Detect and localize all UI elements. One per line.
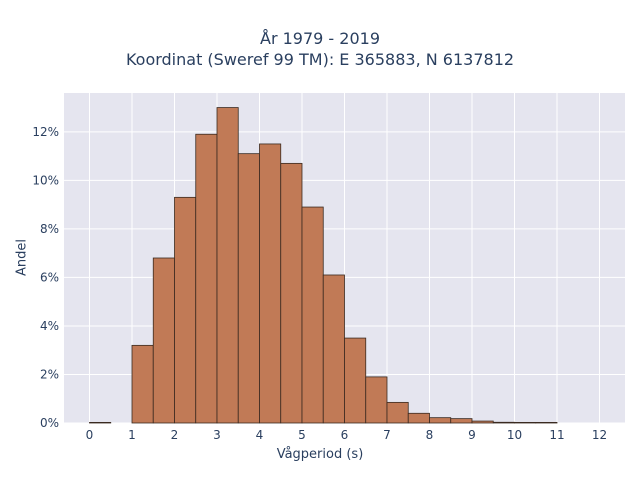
y-tick-label: 8% [40, 222, 59, 236]
x-tick-label: 0 [86, 428, 94, 442]
histogram-bar [174, 196, 197, 424]
y-tick-label: 12% [32, 125, 59, 139]
x-tick-label: 8 [426, 428, 434, 442]
x-tick-label: 5 [298, 428, 306, 442]
histogram-bar [514, 421, 537, 424]
histogram-bar [535, 421, 558, 424]
histogram-bar [152, 257, 175, 424]
histogram-bar [259, 143, 282, 424]
chart-title: År 1979 - 2019 [260, 29, 380, 48]
x-tick-label: 6 [341, 428, 349, 442]
x-tick-label: 12 [592, 428, 607, 442]
chart-subtitle: Koordinat (Sweref 99 TM): E 365883, N 61… [125, 50, 515, 69]
x-tick-label: 2 [171, 428, 179, 442]
y-tick-label: 2% [40, 367, 59, 381]
histogram-bar [471, 420, 494, 424]
histogram-bar [280, 162, 303, 424]
histogram-bar [131, 344, 154, 424]
histogram-bar [450, 418, 473, 424]
histogram-bar [301, 206, 324, 424]
histogram-bar [195, 133, 218, 424]
y-tick-label: 10% [32, 173, 59, 187]
x-tick-label: 4 [256, 428, 264, 442]
histogram-bar [216, 107, 239, 424]
histogram-bar [344, 337, 367, 424]
histogram-bar [89, 421, 112, 424]
x-tick-label: 9 [468, 428, 476, 442]
x-axis-label: Vågperiod (s) [276, 447, 364, 462]
y-axis-label: Andel [14, 239, 30, 276]
histogram-bar [492, 421, 515, 424]
histogram-bar [386, 401, 409, 424]
y-tick-label: 0% [40, 416, 59, 430]
histogram-bar [322, 274, 345, 424]
y-tick-label: 4% [40, 319, 59, 333]
x-tick-label: 11 [549, 428, 564, 442]
x-tick-label: 1 [128, 428, 136, 442]
histogram-bar [429, 417, 452, 424]
histogram-bar [365, 376, 388, 424]
x-tick-label: 10 [507, 428, 522, 442]
histogram-bar [407, 412, 430, 424]
histogram-bar [237, 153, 260, 424]
x-tick-label: 7 [383, 428, 391, 442]
y-tick-label: 6% [40, 270, 59, 284]
x-tick-label: 3 [213, 428, 221, 442]
